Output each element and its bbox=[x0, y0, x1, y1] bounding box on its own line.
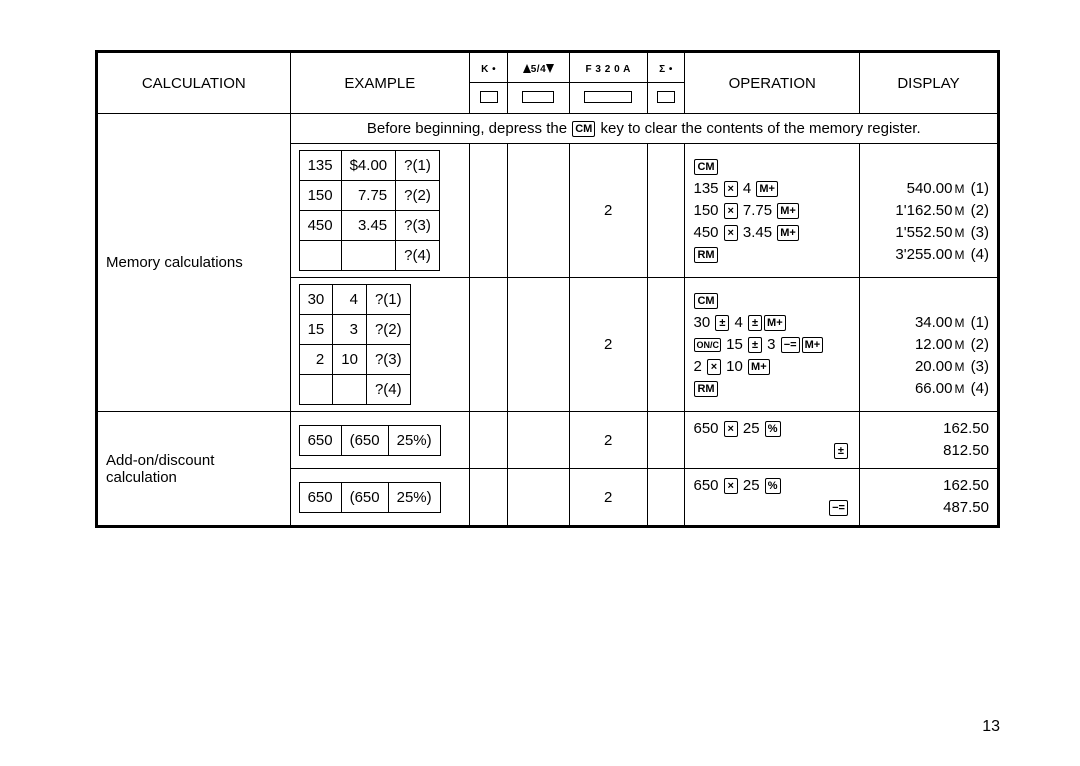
switch-box-icon bbox=[480, 91, 498, 103]
-key-icon: × bbox=[724, 225, 738, 241]
calculation-table: CALCULATION EXAMPLE K • 5/4 F 3 2 0 A Σ … bbox=[95, 50, 1000, 528]
operation-d: 650 × 25 % −= bbox=[685, 469, 859, 527]
header-row: CALCULATION EXAMPLE K • 5/4 F 3 2 0 A Σ … bbox=[97, 52, 999, 83]
display-d: 162.50 487.50 bbox=[859, 469, 998, 527]
m-key-icon: M+ bbox=[756, 181, 778, 197]
arrow-up-icon bbox=[523, 64, 531, 73]
calc-label-addon: Add-on/discount calculation bbox=[97, 412, 291, 527]
operation-a: CM135 × 4 M+150 × 7.75 M+450 × 3.45 M+RM bbox=[685, 144, 859, 278]
calc-label-memory: Memory calculations bbox=[97, 114, 291, 412]
m-key-icon: M+ bbox=[802, 337, 824, 353]
example-b: 304?(1) 153?(2) 210?(3) ?(4) bbox=[290, 278, 470, 412]
switch-1: K • bbox=[470, 52, 508, 83]
header-operation: OPERATION bbox=[685, 52, 859, 114]
example-a: 135$4.00?(1) 1507.75?(2) 4503.45?(3) ?(4… bbox=[290, 144, 470, 278]
cm-key-icon: CM bbox=[694, 293, 717, 309]
switch-3: F 3 2 0 A bbox=[569, 52, 647, 83]
header-example: EXAMPLE bbox=[290, 52, 470, 114]
switch3-value-c: 2 bbox=[569, 412, 647, 469]
-key-icon: −= bbox=[781, 337, 800, 353]
rm-key-icon: RM bbox=[694, 247, 717, 263]
switch-4: Σ • bbox=[647, 52, 685, 83]
m-key-icon: M+ bbox=[777, 203, 799, 219]
onc-key-icon: ON/C bbox=[694, 338, 721, 352]
cm-key-icon: CM bbox=[694, 159, 717, 175]
cm-key-icon: CM bbox=[572, 121, 595, 137]
arrow-down-icon bbox=[546, 64, 554, 73]
-key-icon: × bbox=[724, 203, 738, 219]
switch-2: 5/4 bbox=[508, 52, 570, 83]
example-c: 650 (650 25%) bbox=[290, 412, 470, 469]
-key-icon: ± bbox=[715, 315, 729, 331]
switch-box-icon bbox=[584, 91, 632, 103]
-key-icon: × bbox=[724, 181, 738, 197]
-key-icon: × bbox=[707, 359, 721, 375]
m-key-icon: M+ bbox=[748, 359, 770, 375]
switch3-value-d: 2 bbox=[569, 469, 647, 527]
addon-row-c: Add-on/discount calculation 650 (650 25%… bbox=[97, 412, 999, 469]
display-b: 34.00M (1)12.00M (2)20.00M (3)66.00M (4) bbox=[859, 278, 998, 412]
m-key-icon: M+ bbox=[777, 225, 799, 241]
display-c: 162.50 812.50 bbox=[859, 412, 998, 469]
example-d: 650 (650 25%) bbox=[290, 469, 470, 527]
switch3-value-a: 2 bbox=[569, 144, 647, 278]
rm-key-icon: RM bbox=[694, 381, 717, 397]
-key-icon: ± bbox=[748, 337, 762, 353]
-key-icon: ± bbox=[748, 315, 762, 331]
display-a: 540.00M (1)1'162.50M (2)1'552.50M (3)3'2… bbox=[859, 144, 998, 278]
operation-c: 650 × 25 % ± bbox=[685, 412, 859, 469]
switch3-value-b: 2 bbox=[569, 278, 647, 412]
header-display: DISPLAY bbox=[859, 52, 998, 114]
switch-box-icon bbox=[522, 91, 554, 103]
header-calculation: CALCULATION bbox=[97, 52, 291, 114]
page-number: 13 bbox=[982, 718, 1000, 736]
note-row: Memory calculations Before beginning, de… bbox=[97, 114, 999, 144]
operation-b: CM30 ± 4 ±M+ON/C 15 ± 3 −=M+2 × 10 M+RM bbox=[685, 278, 859, 412]
switch-box-icon bbox=[657, 91, 675, 103]
m-key-icon: M+ bbox=[764, 315, 786, 331]
note-text: Before beginning, depress the CM key to … bbox=[290, 114, 998, 144]
